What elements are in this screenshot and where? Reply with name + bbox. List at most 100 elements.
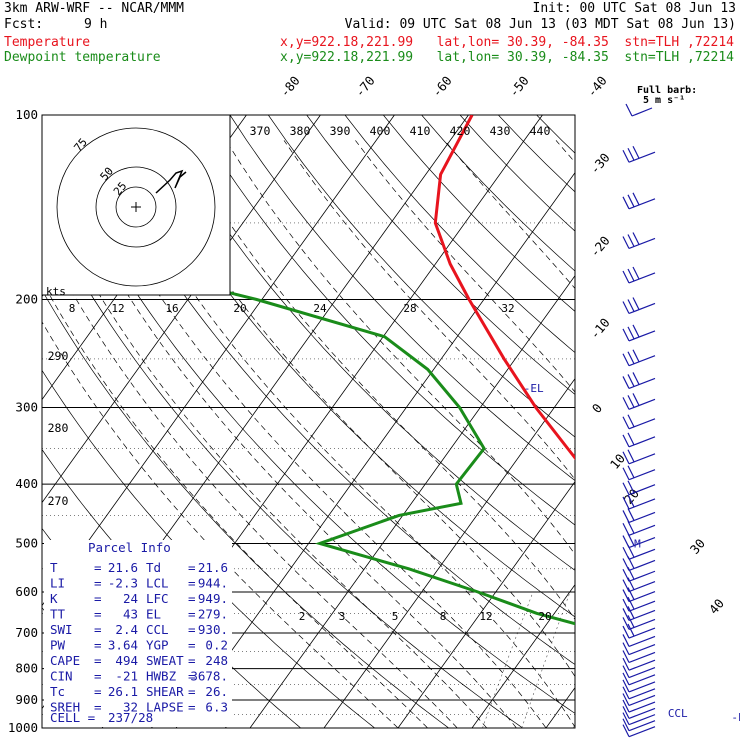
parcel-info-eq: = (94, 638, 102, 653)
dry-adiabat-line (728, 115, 740, 740)
wind-barb-flag (627, 194, 635, 208)
mixing-ratio-line (482, 591, 534, 728)
mixing-ratio-label: 5 (392, 610, 399, 623)
wind-barb-shaft (628, 720, 656, 732)
wind-barb-shaft (628, 548, 656, 560)
theta-tick-label: 390 (330, 124, 351, 138)
wind-barb (622, 480, 656, 496)
hodograph-unit-label: kts (46, 285, 66, 298)
parcel-info-eq: = (94, 607, 102, 622)
wind-barb-flag (622, 434, 630, 448)
wind-barb-flag (622, 270, 630, 284)
isotherm-tick-label: -50 (506, 73, 532, 100)
wind-barb-shaft (628, 237, 656, 250)
wind-barb-flag (627, 521, 635, 534)
temperature-profile-line (433, 115, 575, 461)
pressure-tick-label: 800 (15, 661, 38, 676)
parcel-info-key: CIN (50, 669, 73, 684)
wind-barb-flag (627, 623, 635, 637)
theta-tick-label: 370 (250, 124, 271, 138)
wind-barb (622, 372, 656, 389)
parcel-info-eq: = (94, 669, 102, 684)
pressure-tick-label: 100 (15, 107, 38, 122)
mixing-ratio-label: 16 (165, 302, 178, 315)
wind-barb-shaft (628, 498, 656, 510)
wind-barb-flag (622, 642, 630, 655)
wind-barb-shaft (628, 355, 656, 367)
wind-barb-shaft (628, 198, 656, 210)
isotherm-line (471, 583, 575, 728)
wind-barb (622, 699, 656, 713)
wind-barb-flag (622, 598, 630, 612)
parcel-info-key: T (50, 560, 58, 575)
barb-legend-title: Full barb: (637, 85, 698, 96)
parcel-info-eq: = (188, 607, 196, 622)
dry-adiabat-line (306, 115, 575, 395)
wind-barb-flag (632, 232, 640, 245)
wind-barb-flag (622, 718, 630, 731)
wind-barb-shaft (628, 272, 656, 284)
wind-barb-flag (622, 625, 630, 639)
parcel-info-eq: = (188, 591, 196, 606)
wind-barb-flag (622, 650, 630, 663)
hodograph-ring (56, 127, 216, 287)
isotherm-tick-label: 30 (687, 536, 708, 557)
wind-barb-flag (632, 192, 640, 206)
parcel-info-key: YGP (146, 638, 169, 653)
wind-barb-flag (627, 480, 635, 493)
wind-barb (622, 642, 656, 656)
wind-barb-shaft (628, 591, 656, 603)
wind-barb-flag (622, 523, 630, 536)
dry-adiabat-line (191, 115, 575, 526)
isotherm-tick-label: -10 (587, 315, 613, 342)
parcel-info-key: SWI (50, 622, 73, 637)
wind-barb (622, 432, 656, 448)
wind-barb-flag (627, 449, 635, 463)
isotherm-tick-label: 20 (621, 486, 642, 507)
parcel-info-value: 6.3 (205, 700, 228, 715)
pressure-tick-label: 900 (15, 692, 38, 707)
init-time: Init: 00 UTC Sat 08 Jun 13 (532, 1, 737, 16)
wind-barb (622, 596, 656, 612)
dewpoint-profile-line (229, 291, 575, 626)
moist-adiabat-line (136, 140, 575, 678)
parcel-info-value: 32 (123, 700, 138, 715)
isotherm-line (249, 274, 575, 728)
wind-barb-flag (627, 494, 635, 508)
wind-barb-flag (627, 326, 635, 340)
moist-adiabat-line (42, 186, 488, 728)
wind-barb-shaft (628, 627, 656, 639)
wind-barb-flag (632, 349, 640, 362)
wind-barb (622, 349, 656, 367)
wind-barb-flag (622, 496, 630, 510)
wind-barb (622, 232, 656, 250)
parcel-info-key: LCL (146, 576, 169, 591)
wind-barb (622, 494, 656, 510)
hodograph-ring (115, 186, 157, 228)
wind-barb-shaft (628, 707, 656, 719)
dry-adiabat-line (42, 122, 575, 714)
wind-barb-flag (622, 712, 630, 725)
wind-barb-flag (627, 533, 635, 546)
isotherm-tick-label: 10 (607, 451, 628, 472)
mixing-ratio-label: 2 (299, 610, 306, 623)
wind-barb (622, 556, 656, 572)
wind-barb (622, 672, 656, 686)
moist-adiabat-line (225, 140, 575, 555)
wind-barb-flag (632, 324, 640, 338)
wind-barb-shaft (628, 330, 656, 342)
wind-barb-flag (632, 297, 640, 310)
wind-barb-flag (622, 149, 630, 163)
dry-adiabat-line (690, 115, 740, 740)
wind-barb-shaft (628, 418, 656, 430)
barb-legend-unit: 5 m s⁻¹ (643, 95, 686, 106)
parcel-info-eq: = (94, 560, 102, 575)
temperature-location: x,y=922.18,221.99 lat,lon= 30.39, -84.35… (280, 35, 734, 50)
wind-barb-flag (622, 353, 630, 366)
parcel-info-eq: = (94, 622, 102, 637)
wind-barb-flag (627, 351, 635, 364)
parcel-info-value: -21 (115, 669, 138, 684)
wind-barb-flag (627, 299, 635, 312)
wind-barb (622, 657, 656, 671)
